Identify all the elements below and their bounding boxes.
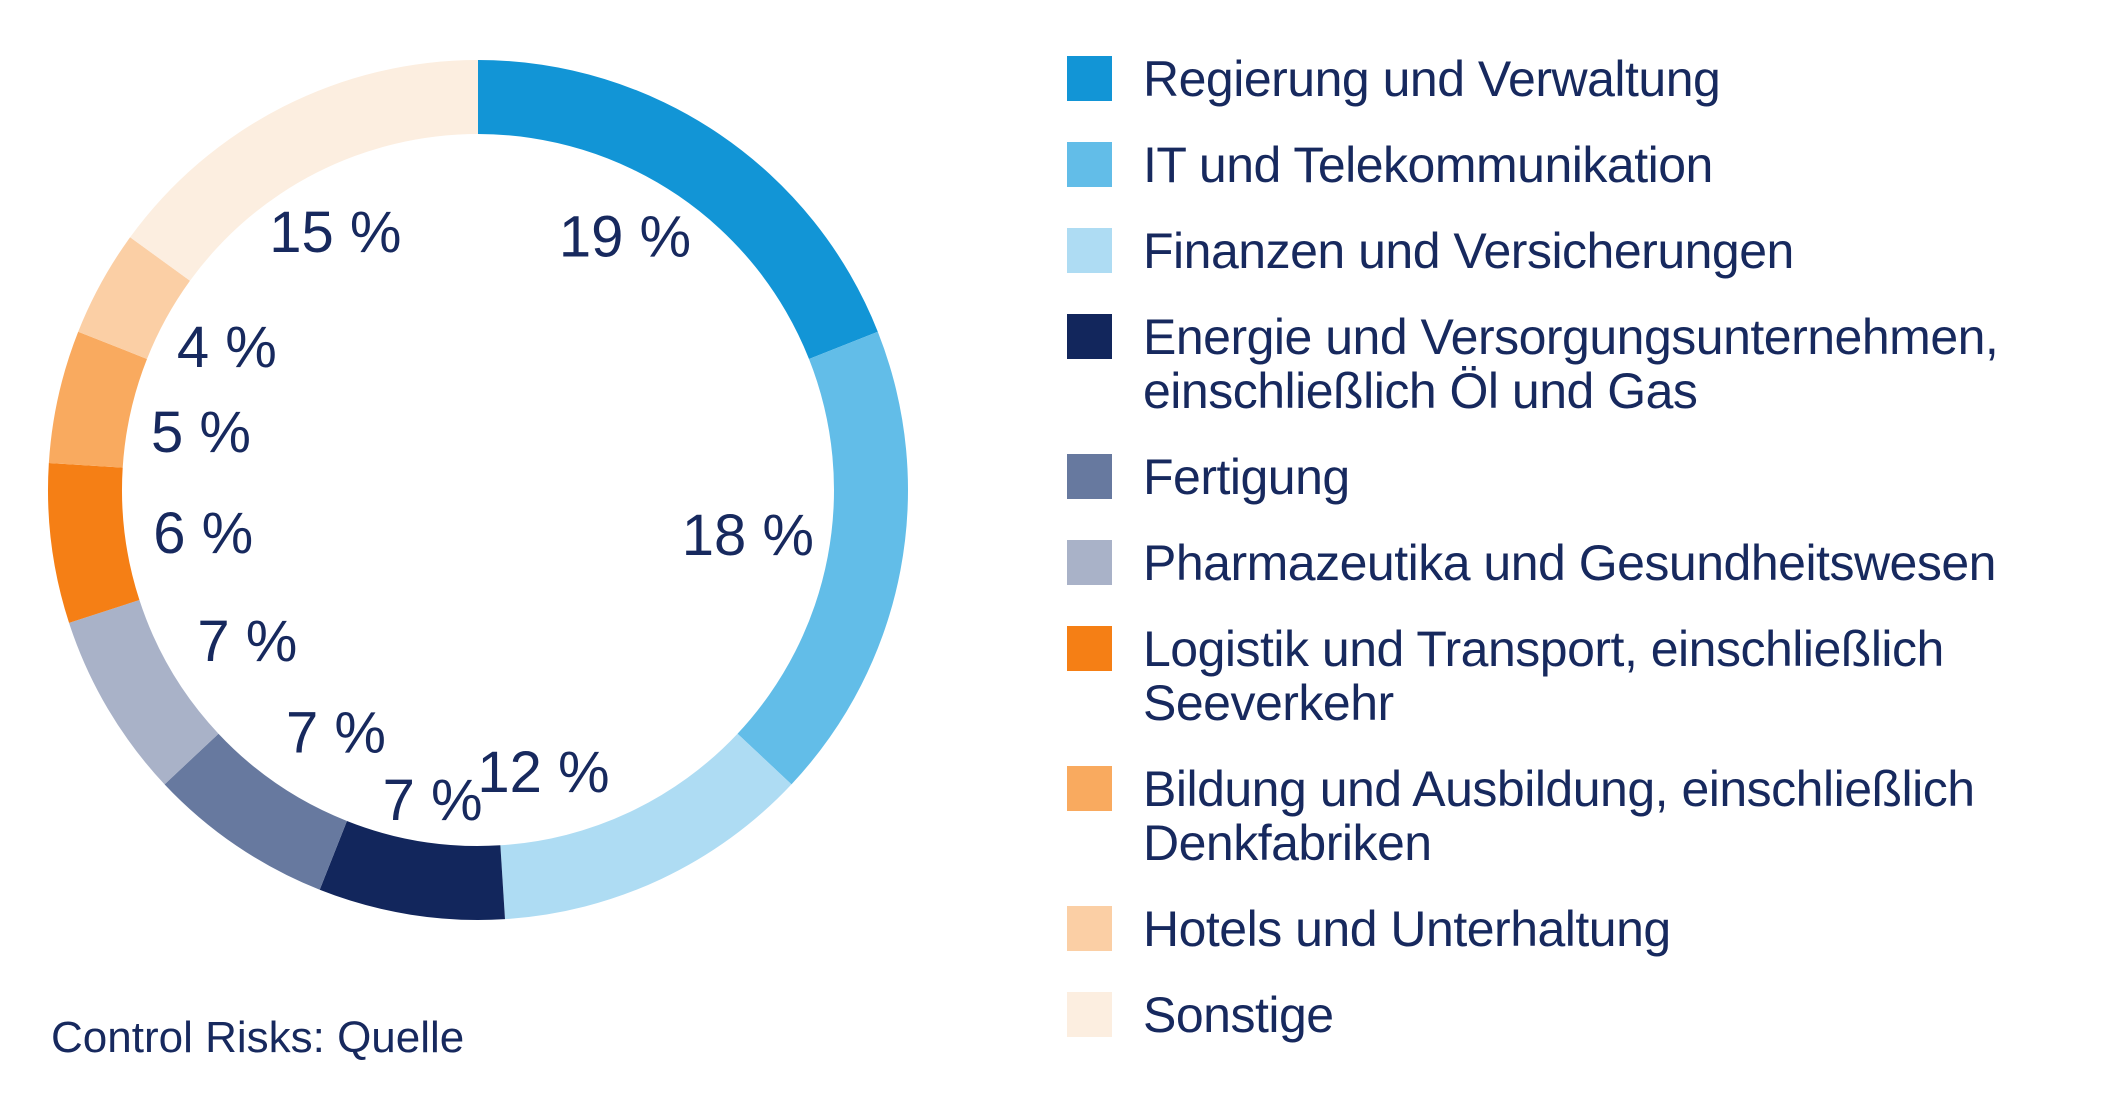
donut-segment-7: [48, 331, 147, 468]
donut-segment-0: [478, 60, 878, 359]
legend-item-label: Fertigung: [1143, 449, 1350, 505]
legend-item-2: Finanzen und Versicherungen: [1067, 224, 2107, 278]
donut-segment-9: [130, 60, 479, 281]
legend-swatch: [1067, 992, 1112, 1037]
segment-value-label: 7 %: [197, 609, 297, 674]
legend-item-label: Regierung und Verwaltung: [1143, 51, 1721, 107]
chart-legend: Regierung und Verwaltung IT und Telekommu…: [1067, 52, 2107, 1042]
segment-value-label: 18 %: [682, 503, 814, 568]
legend-swatch: [1067, 766, 1112, 811]
segment-value-label: 15 %: [269, 200, 401, 265]
legend-swatch: [1067, 906, 1112, 951]
legend-item-label: Bildung und Ausbildung, einschließlich De…: [1143, 761, 1975, 871]
segment-value-label: 6 %: [153, 501, 253, 566]
legend-swatch: [1067, 314, 1112, 359]
legend-item-5: Pharmazeutika und Gesundheitswesen: [1067, 536, 2107, 590]
segment-value-label: 5 %: [151, 400, 251, 465]
legend-item-label: Hotels und Unterhaltung: [1143, 901, 1671, 957]
legend-item-3: Energie und Versorgungsunternehmen, einsc…: [1067, 310, 2107, 418]
legend-item-label: Sonstige: [1143, 987, 1334, 1043]
legend-swatch: [1067, 540, 1112, 585]
legend-item-9: Sonstige: [1067, 988, 2107, 1042]
legend-item-8: Hotels und Unterhaltung: [1067, 902, 2107, 956]
legend-swatch: [1067, 626, 1112, 671]
legend-item-4: Fertigung: [1067, 450, 2107, 504]
legend-item-6: Logistik und Transport, einschließlich Se…: [1067, 622, 2107, 730]
legend-item-label: Logistik und Transport, einschließlich Se…: [1143, 621, 1944, 731]
legend-item-0: Regierung und Verwaltung: [1067, 52, 2107, 106]
legend-swatch: [1067, 454, 1112, 499]
segment-value-label: 7 %: [383, 768, 483, 833]
legend-swatch: [1067, 142, 1112, 187]
segment-value-label: 4 %: [177, 315, 277, 380]
segment-value-label: 12 %: [477, 740, 609, 805]
segment-value-label: 19 %: [559, 205, 691, 270]
legend-item-label: Pharmazeutika und Gesundheitswesen: [1143, 535, 1996, 591]
legend-item-7: Bildung und Ausbildung, einschließlich De…: [1067, 762, 2107, 870]
source-label: Control Risks: Quelle: [51, 1013, 465, 1062]
legend-swatch: [1067, 56, 1112, 101]
legend-item-label: Energie und Versorgungsunternehmen, einsc…: [1143, 309, 1999, 419]
legend-item-1: IT und Telekommunikation: [1067, 138, 2107, 192]
legend-item-label: Finanzen und Versicherungen: [1143, 223, 1794, 279]
donut-segment-3: [319, 821, 505, 920]
legend-item-label: IT und Telekommunikation: [1143, 137, 1713, 193]
donut-segment-4: [164, 733, 347, 890]
segment-value-label: 7 %: [286, 700, 386, 765]
legend-swatch: [1067, 228, 1112, 273]
donut-segment-8: [78, 237, 190, 359]
donut-segment-2: [500, 733, 792, 920]
donut-segment-5: [69, 600, 219, 785]
donut-segment-1: [737, 331, 909, 785]
donut-segment-6: [48, 463, 140, 623]
